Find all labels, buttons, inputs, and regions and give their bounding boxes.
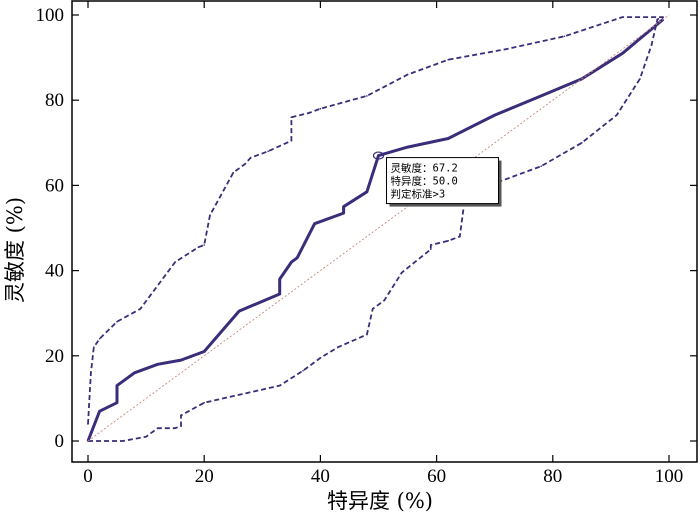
x-tick-label: 40 bbox=[311, 466, 330, 487]
upper-confidence-bound-point bbox=[290, 139, 293, 142]
roc-curve-point bbox=[156, 363, 159, 366]
x-tick-label: 0 bbox=[83, 466, 93, 487]
upper-confidence-bound-point bbox=[116, 320, 118, 323]
y-tick-label: 0 bbox=[55, 431, 65, 452]
upper-confidence-bound-line bbox=[87, 16, 664, 425]
upper-confidence-bound-point bbox=[621, 16, 624, 18]
upper-confidence-bound-point bbox=[209, 214, 211, 217]
upper-confidence-bound-point bbox=[267, 150, 269, 153]
roc-curve-point bbox=[296, 257, 298, 259]
upper-confidence-bound-point bbox=[90, 372, 92, 374]
y-tick-label: 80 bbox=[45, 90, 64, 111]
lower-confidence-bound-point bbox=[581, 142, 583, 144]
lower-confidence-bound-point bbox=[400, 271, 403, 274]
upper-confidence-bound-point bbox=[197, 246, 200, 248]
x-axis-title: 特异度 (%) bbox=[327, 489, 433, 513]
lower-confidence-bound-point bbox=[319, 357, 322, 359]
roc-curve-point bbox=[342, 205, 345, 208]
roc-curve-point bbox=[406, 146, 409, 148]
upper-confidence-bound-point bbox=[139, 308, 142, 310]
roc-curve-point bbox=[133, 372, 136, 374]
lower-confidence-bound-point bbox=[371, 308, 374, 310]
roc-curve-point bbox=[116, 401, 118, 404]
x-tick-label: 20 bbox=[195, 466, 214, 487]
upper-confidence-bound-point bbox=[447, 58, 450, 61]
y-tick-label: 100 bbox=[36, 5, 65, 26]
upper-confidence-bound-point bbox=[249, 156, 252, 159]
y-tick-label: 20 bbox=[45, 346, 64, 367]
upper-confidence-bound-point bbox=[87, 423, 89, 425]
roc-curve-point bbox=[447, 137, 450, 140]
roc-curve-point bbox=[366, 190, 368, 193]
roc-curve-point bbox=[238, 310, 240, 312]
upper-confidence-bound-point bbox=[203, 244, 205, 246]
lower-confidence-bound-point bbox=[180, 414, 182, 417]
lower-confidence-bound-point bbox=[278, 384, 281, 387]
roc-curve-point bbox=[290, 261, 293, 263]
annotation-line: 灵敏度：67.2 bbox=[391, 162, 458, 175]
lower-confidence-bound-point bbox=[145, 435, 147, 438]
lower-confidence-bound-point bbox=[366, 333, 368, 336]
roc-curve-point bbox=[180, 359, 182, 361]
lower-confidence-bound-point bbox=[180, 425, 182, 427]
upper-confidence-bound-point bbox=[232, 171, 235, 174]
lower-confidence-bound-point bbox=[122, 440, 124, 442]
roc-curve-point bbox=[116, 384, 118, 387]
roc-curve-point bbox=[342, 212, 345, 214]
lower-confidence-bound-point bbox=[540, 165, 542, 168]
roc-curve-point bbox=[278, 278, 281, 280]
x-tick-label: 60 bbox=[427, 466, 446, 487]
lower-confidence-bound-point bbox=[639, 78, 641, 80]
roc-curve-point bbox=[621, 52, 624, 55]
lower-confidence-bound-point bbox=[156, 427, 159, 430]
lower-confidence-bound-point bbox=[302, 369, 304, 372]
upper-confidence-bound-point bbox=[366, 95, 368, 97]
upper-confidence-bound-point bbox=[307, 112, 310, 114]
y-tick-label: 60 bbox=[45, 175, 64, 196]
plot-area: 0 20 40 60 80 100 0 20 40 60 80 100 灵敏度：67.2特异度：50.0… bbox=[36, 0, 698, 487]
lower-confidence-bound-point bbox=[429, 244, 432, 246]
lower-confidence-bound-point bbox=[383, 299, 386, 302]
roc-curve-point bbox=[493, 114, 496, 116]
upper-confidence-bound-point bbox=[319, 107, 322, 110]
lower-confidence-bound-point bbox=[447, 239, 450, 242]
lower-confidence-bound-point bbox=[337, 346, 339, 349]
roc-curve-point bbox=[313, 222, 316, 225]
upper-confidence-bound-point bbox=[406, 73, 409, 76]
reference-line-line bbox=[87, 14, 670, 442]
upper-confidence-bound-point bbox=[505, 48, 508, 50]
lower-confidence-bound-point bbox=[662, 16, 664, 18]
plot-frame bbox=[71, 0, 698, 463]
upper-confidence-bound-point bbox=[244, 163, 246, 165]
annotation-line: 判定标准>3 bbox=[391, 188, 446, 201]
upper-confidence-bound-point bbox=[563, 35, 566, 38]
annotation-line: 特异度：50.0 bbox=[391, 175, 458, 188]
lower-confidence-bound-point bbox=[615, 114, 618, 116]
y-tick-label: 40 bbox=[45, 261, 64, 282]
lower-confidence-bound-point bbox=[656, 18, 659, 21]
roc-curve-point bbox=[98, 410, 101, 412]
upper-confidence-bound-point bbox=[174, 261, 176, 263]
x-tick-label: 80 bbox=[543, 466, 562, 487]
roc-curve-point bbox=[203, 350, 205, 353]
x-tick-label: 100 bbox=[655, 466, 684, 487]
upper-confidence-bound-point bbox=[93, 346, 95, 349]
upper-confidence-bound-point bbox=[290, 116, 293, 119]
annotation-box bbox=[386, 157, 499, 205]
lower-confidence-bound-point bbox=[203, 401, 205, 404]
roc-curve-point bbox=[278, 293, 281, 295]
lower-confidence-bound-point bbox=[174, 427, 176, 430]
annotation-marker bbox=[372, 151, 385, 160]
roc-curve-point bbox=[540, 95, 542, 97]
y-axis-title: 灵敏度 (%) bbox=[3, 197, 27, 303]
lower-confidence-bound-point bbox=[650, 44, 653, 46]
roc-curve-point bbox=[377, 154, 380, 157]
lower-confidence-bound-point bbox=[429, 248, 432, 251]
upper-confidence-bound-point bbox=[98, 337, 101, 340]
lower-confidence-bound-point bbox=[459, 235, 461, 238]
